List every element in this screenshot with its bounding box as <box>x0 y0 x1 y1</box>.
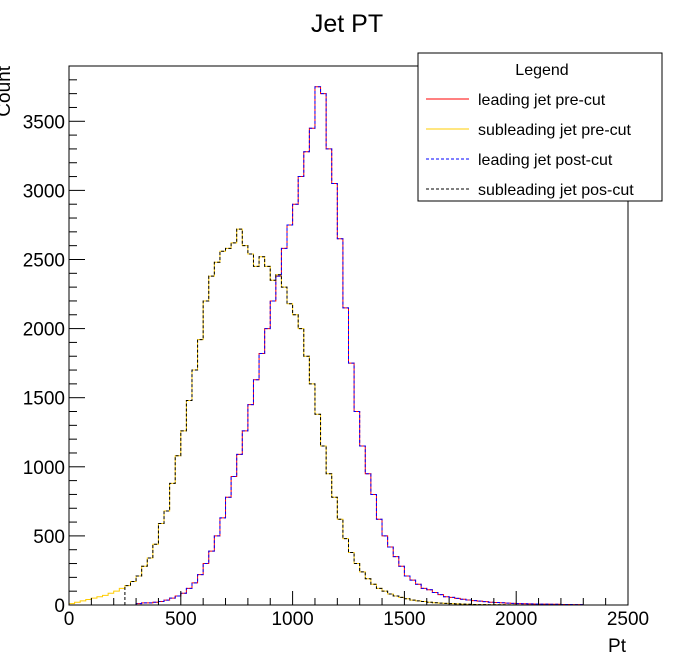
x-tick-label: 0 <box>64 609 75 630</box>
legend-entry-label: leading jet post-cut <box>478 152 613 169</box>
y-tick-label: 1500 <box>23 389 65 410</box>
series-layer <box>68 86 584 606</box>
x-tick-label: 2000 <box>495 609 537 630</box>
y-tick-label: 500 <box>33 527 65 548</box>
x-axis-label: Pt <box>608 636 627 657</box>
y-tick-label: 1000 <box>23 458 65 479</box>
y-tick-label: 3000 <box>23 181 65 202</box>
legend-entry-label: subleading jet pre-cut <box>478 122 632 139</box>
legend-entry-label: leading jet pre-cut <box>478 92 606 109</box>
x-tick-label: 2500 <box>607 609 649 630</box>
series-3-line <box>135 86 584 606</box>
axis-layer: 0 500 1000 1500 2000 2500 0 500 1000 1500 2000 2500… <box>23 65 649 630</box>
plot-frame <box>68 65 629 606</box>
legend-box <box>417 52 663 202</box>
legend-title: Legend <box>515 62 568 79</box>
x-tick-label: 1000 <box>271 609 313 630</box>
chart-title: Jet PT <box>311 10 383 38</box>
x-tick-label: 500 <box>165 609 197 630</box>
y-tick-label: 3500 <box>23 112 65 133</box>
y-tick-label: 0 <box>54 596 65 617</box>
y-tick-label: 2000 <box>23 320 65 341</box>
y-axis-label: Count <box>0 65 15 116</box>
legend: Legend leading jet pre-cut subleading jet… <box>417 52 663 202</box>
series-4-line <box>124 228 517 606</box>
y-tick-label: 2500 <box>23 250 65 271</box>
legend-entry-label: subleading jet pos-cut <box>478 182 634 199</box>
x-tick-label: 1500 <box>383 609 425 630</box>
